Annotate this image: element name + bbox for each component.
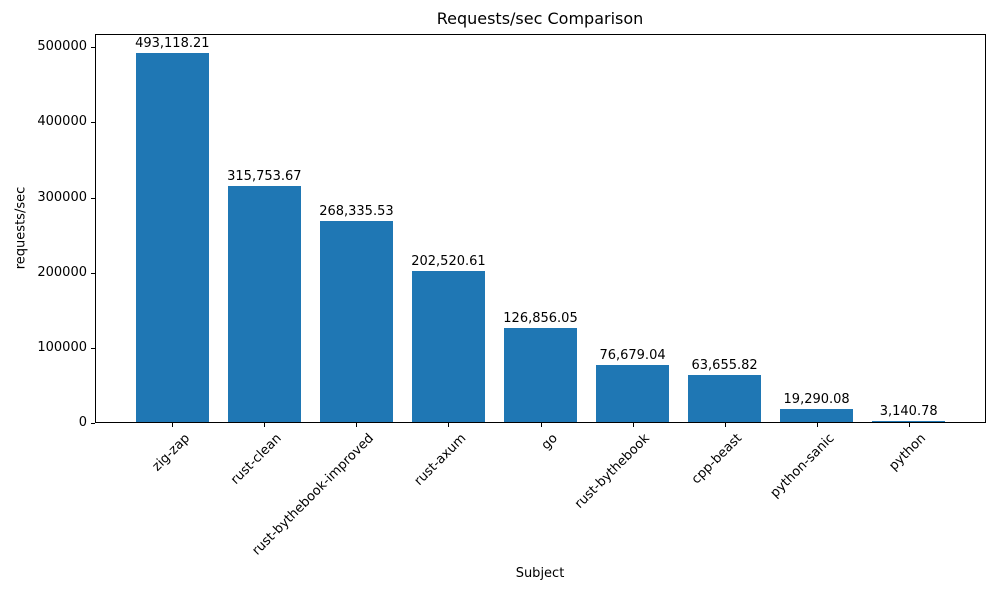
y-tick-mark bbox=[91, 423, 95, 424]
bar-value-label: 493,118.21 bbox=[135, 36, 210, 51]
y-tick-mark bbox=[91, 347, 95, 349]
bar-value-label: 76,679.04 bbox=[599, 348, 666, 363]
bar-go bbox=[503, 328, 578, 423]
x-tick-label: python-sanic bbox=[767, 431, 838, 501]
bar-rust-bythebook-improved bbox=[319, 221, 394, 423]
y-tick-mark bbox=[91, 47, 95, 49]
x-tick-mark bbox=[540, 423, 542, 427]
x-tick-label: python bbox=[886, 431, 930, 474]
x-tick-mark bbox=[816, 423, 818, 427]
x-tick-label: rust-clean bbox=[228, 431, 285, 488]
x-tick-label: zig-zap bbox=[149, 431, 193, 475]
y-tick-mark bbox=[91, 272, 95, 274]
x-tick-mark bbox=[724, 423, 726, 427]
x-tick-mark bbox=[632, 423, 634, 427]
y-tick-label: 500000 bbox=[37, 39, 87, 55]
bar-value-label: 63,655.82 bbox=[691, 358, 758, 373]
bar-value-label: 19,290.08 bbox=[783, 392, 850, 407]
chart-title: Requests/sec Comparison bbox=[436, 9, 644, 28]
y-axis-label: requests/sec bbox=[13, 186, 29, 270]
x-tick-label: rust-bythebook bbox=[572, 431, 654, 512]
bar-value-label: 202,520.61 bbox=[411, 254, 486, 269]
y-tick-mark bbox=[91, 122, 95, 124]
y-tick-label: 200000 bbox=[37, 264, 87, 280]
x-tick-label: rust-axum bbox=[411, 431, 470, 489]
bar-value-label: 126,856.05 bbox=[503, 311, 578, 326]
x-tick-mark bbox=[448, 423, 450, 427]
bar-rust-axum bbox=[411, 271, 486, 423]
bar-rust-clean bbox=[227, 186, 302, 423]
x-axis-label: Subject bbox=[515, 566, 565, 581]
bar-zig-zap bbox=[135, 53, 210, 423]
bar-value-label: 268,335.53 bbox=[319, 204, 394, 219]
y-tick-label: 0 bbox=[78, 415, 87, 430]
x-tick-label: go bbox=[539, 431, 562, 454]
bar-rust-bythebook bbox=[595, 365, 670, 423]
x-tick-mark bbox=[172, 423, 174, 427]
y-tick-label: 100000 bbox=[37, 339, 87, 355]
x-tick-label: cpp-beast bbox=[689, 431, 746, 488]
bar-value-label: 3,140.78 bbox=[879, 404, 938, 419]
bar-python-sanic bbox=[779, 409, 854, 423]
x-tick-mark bbox=[356, 423, 358, 427]
bar-cpp-beast bbox=[687, 375, 762, 423]
y-tick-label: 400000 bbox=[37, 114, 87, 130]
x-tick-mark bbox=[908, 423, 910, 427]
y-tick-label: 300000 bbox=[37, 189, 87, 205]
y-tick-mark bbox=[91, 197, 95, 199]
x-tick-mark bbox=[264, 423, 266, 427]
bar-value-label: 315,753.67 bbox=[227, 169, 302, 184]
